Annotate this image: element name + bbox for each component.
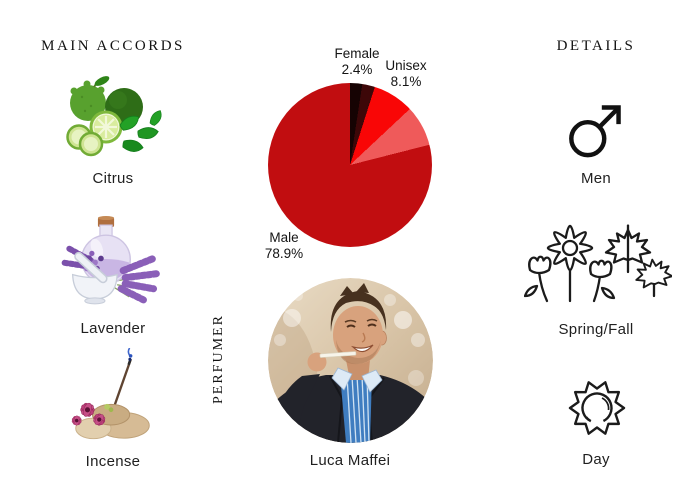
pie-label-unisex: Unisex 8.1% bbox=[372, 58, 440, 89]
season-icon-svg bbox=[524, 224, 672, 303]
pie-label-female-name: Female bbox=[334, 46, 380, 61]
mars-icon-svg bbox=[569, 105, 621, 158]
perfumer-photo bbox=[268, 278, 433, 443]
gender-pie-chart bbox=[268, 83, 432, 247]
pie-label-male: Male 78.9% bbox=[246, 230, 322, 261]
incense-illustration-svg bbox=[69, 348, 150, 440]
details-title: DETAILS bbox=[556, 38, 636, 54]
lavender-illustration-svg bbox=[59, 216, 160, 305]
perfumer-section-title: PERFUMER bbox=[211, 314, 226, 404]
detail-label-time: Day bbox=[582, 451, 610, 468]
perfumer-name: Luca Maffei bbox=[309, 452, 391, 469]
lavender-image bbox=[50, 216, 160, 311]
pie-label-unisex-name: Unisex bbox=[385, 58, 427, 73]
detail-label-gender: Men bbox=[580, 170, 612, 187]
perfumer-portrait-svg bbox=[268, 278, 433, 443]
pie-label-male-pct: 78.9% bbox=[264, 245, 304, 261]
incense-image bbox=[62, 348, 162, 448]
sun-icon bbox=[566, 377, 628, 441]
pie-label-male-name: Male bbox=[269, 230, 299, 245]
main-accords-title: MAIN ACCORDS bbox=[41, 38, 185, 54]
accord-label-incense: Incense bbox=[85, 453, 141, 470]
pie-label-female: Female 2.4% bbox=[317, 46, 397, 77]
detail-label-season: Spring/Fall bbox=[558, 321, 634, 338]
mars-symbol-icon bbox=[566, 95, 626, 161]
sun-icon-svg bbox=[568, 381, 626, 435]
accord-label-citrus: Citrus bbox=[92, 170, 134, 187]
pie-label-unisex-pct: 8.1% bbox=[390, 73, 422, 89]
flowers-and-maple-leaves-icon bbox=[524, 220, 672, 304]
citrus-illustration-svg bbox=[66, 76, 166, 157]
citrus-image bbox=[60, 73, 170, 163]
pie-label-female-pct: 2.4% bbox=[341, 61, 373, 77]
accord-label-lavender: Lavender bbox=[80, 320, 146, 337]
